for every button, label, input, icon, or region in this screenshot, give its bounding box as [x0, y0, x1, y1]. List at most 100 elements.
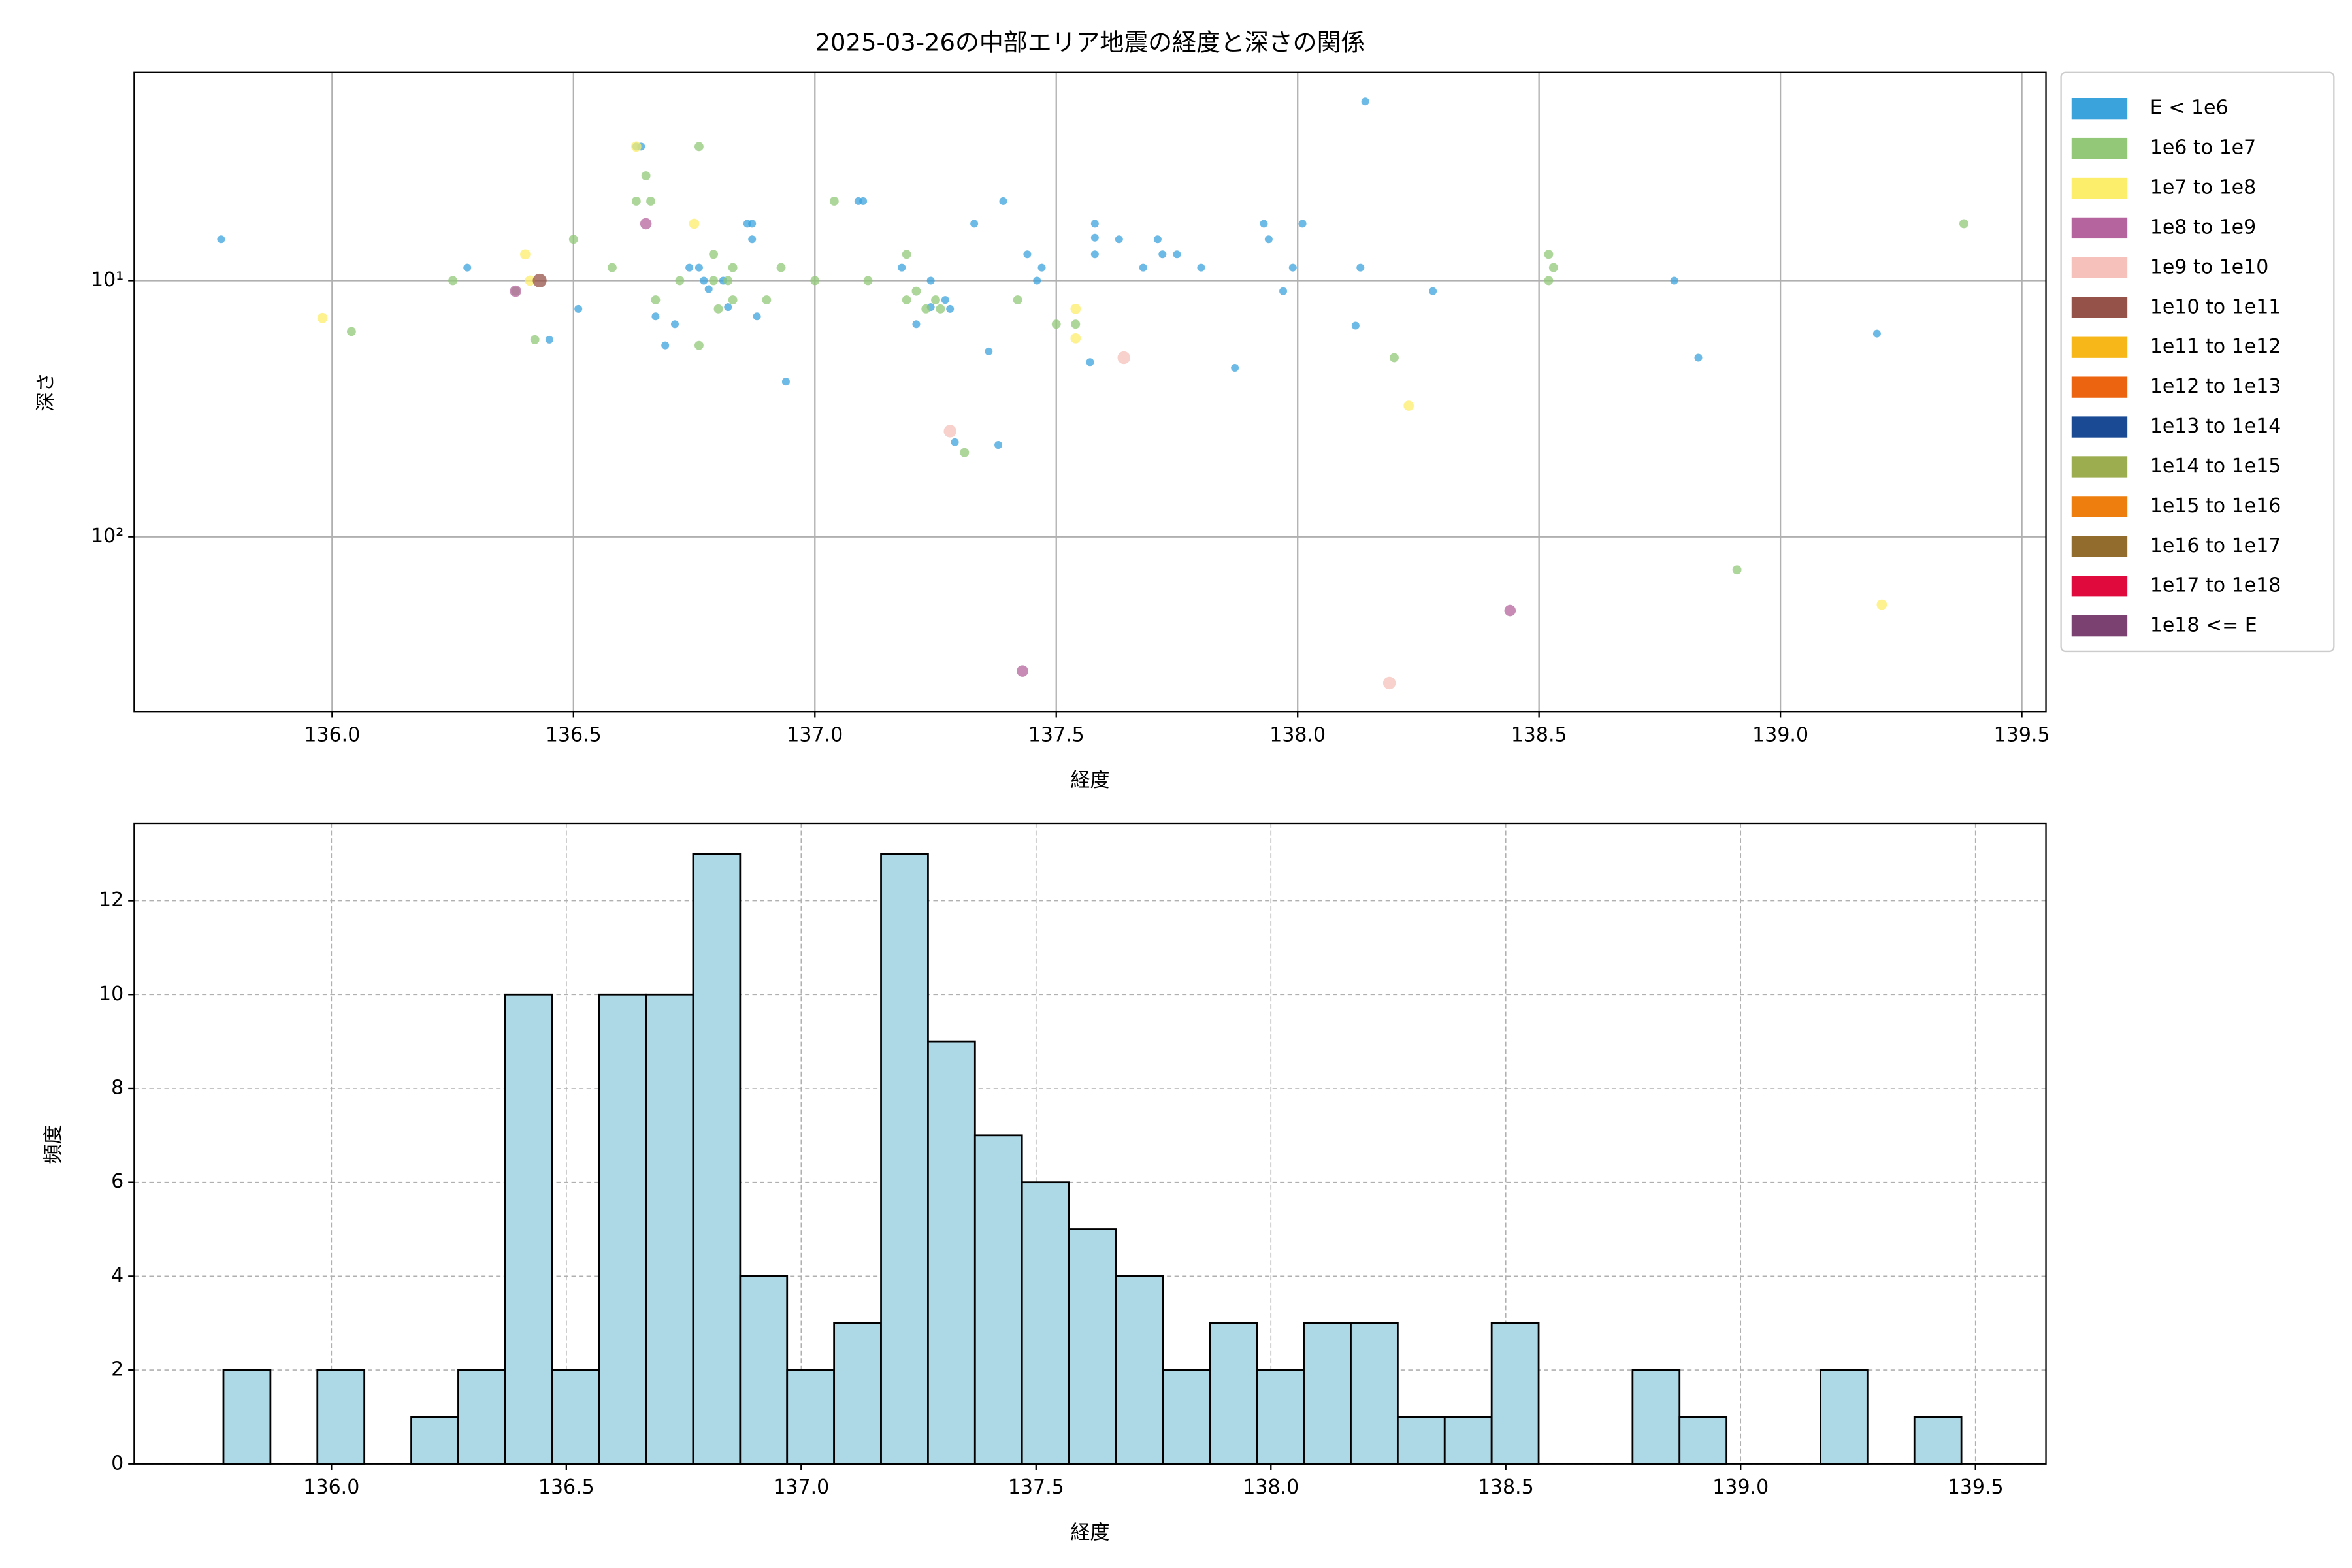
legend-swatch [2071, 496, 2128, 517]
plot-frame [133, 822, 2047, 1465]
scatter-point [670, 320, 679, 329]
scatter-point [1382, 676, 1396, 690]
scatter-point [1090, 220, 1099, 228]
x-tick-label: 138.5 [1478, 1476, 1534, 1499]
legend-label: 1e10 to 1e11 [2150, 295, 2281, 318]
scatter-point [902, 295, 911, 305]
scatter-point [1876, 599, 1887, 610]
scatter-point [631, 197, 641, 206]
scatter-point [1298, 220, 1307, 228]
scatter-point [1090, 250, 1099, 259]
x-tick-label: 138.0 [1243, 1476, 1299, 1499]
scatter-point [898, 263, 906, 272]
scatter-point [999, 197, 1007, 205]
scatter-point [912, 320, 921, 329]
x-tick-label: 137.5 [1008, 1476, 1064, 1499]
scatter-point [943, 425, 956, 438]
x-axis-label: 経度 [1070, 769, 1109, 792]
y-tick-label: 2 [111, 1358, 123, 1381]
scatter-point [646, 197, 655, 206]
histogram-bar [973, 1134, 1023, 1465]
scatter-point [463, 263, 472, 272]
scatter-point [723, 276, 733, 286]
scatter-point [902, 250, 911, 259]
scatter-point [689, 218, 700, 229]
scatter-point [946, 304, 955, 313]
y-tick-label: 8 [111, 1076, 123, 1099]
histogram-bar [1256, 1369, 1305, 1465]
scatter-point [1023, 250, 1032, 259]
scatter-point [776, 263, 786, 272]
scatter-point [921, 304, 931, 314]
scatter-point [694, 340, 704, 350]
scatter-point [1017, 665, 1028, 677]
scatter-point [936, 304, 945, 314]
scatter-point [1086, 358, 1094, 367]
scatter-point [675, 276, 685, 286]
scatter-point [911, 286, 921, 296]
legend-swatch [2071, 336, 2128, 358]
scatter-point [1504, 604, 1516, 617]
scatter-point [1351, 321, 1360, 330]
histogram-bar [1068, 1228, 1117, 1465]
histogram-bar [1913, 1416, 1963, 1465]
legend-label: 1e13 to 1e14 [2150, 415, 2281, 438]
scatter-point [317, 312, 328, 323]
scatter-point [941, 296, 949, 304]
scatter-point [926, 276, 935, 285]
scatter-point [1670, 276, 1678, 285]
histogram-bar [927, 1040, 976, 1465]
x-tick-label: 137.0 [773, 1476, 829, 1499]
y-tick-label: 6 [111, 1170, 123, 1193]
legend-label: E < 1e6 [2150, 97, 2229, 120]
histogram-bar [504, 993, 553, 1465]
legend-swatch [2071, 257, 2128, 278]
scatter-point [728, 263, 738, 272]
scatter-point [931, 295, 940, 305]
histogram-bar [1631, 1369, 1681, 1465]
scatter-point [951, 438, 959, 446]
legend-swatch [2071, 177, 2128, 199]
x-tick-label: 136.0 [303, 1476, 359, 1499]
scatter-point [694, 142, 704, 152]
x-tick-label: 136.5 [546, 724, 602, 747]
scatter-point [1197, 263, 1205, 272]
scatter-point [1361, 97, 1369, 106]
x-tick-label: 139.0 [1752, 724, 1808, 747]
scatter-point [661, 341, 670, 350]
histogram-bar [316, 1369, 366, 1465]
scatter-point [970, 220, 979, 228]
histogram-bar [1820, 1369, 1869, 1465]
scatter-point [1090, 233, 1099, 242]
histogram-bar [833, 1322, 882, 1465]
scatter-point [1070, 333, 1081, 344]
scatter-point [1429, 287, 1437, 295]
histogram-bar [1303, 1322, 1352, 1465]
scatter-point [728, 295, 738, 305]
legend-swatch [2071, 416, 2128, 438]
scatter-point [1139, 263, 1147, 272]
scatter-point [1548, 263, 1558, 272]
scatter-point [1051, 319, 1061, 329]
scatter-point [530, 335, 540, 344]
scatter-point [829, 197, 839, 206]
y-tick-label: 0 [111, 1452, 123, 1475]
histogram-bar [222, 1369, 272, 1465]
scatter-point [1279, 287, 1288, 295]
histogram-bar [786, 1369, 836, 1465]
scatter-point [1403, 400, 1414, 411]
scatter-point [1071, 319, 1081, 329]
scatter-point [748, 235, 757, 244]
scatter-point [709, 276, 719, 286]
histogram-bar [739, 1275, 789, 1465]
legend-swatch [2071, 217, 2128, 239]
histogram-bar [692, 853, 742, 1465]
scatter-point [709, 250, 719, 259]
scatter-point [1158, 250, 1167, 259]
scatter-point [1356, 263, 1365, 272]
y-tick-label: 10 [99, 983, 123, 1005]
scatter-point [1390, 353, 1399, 363]
y-tick-label: 12 [99, 889, 123, 911]
